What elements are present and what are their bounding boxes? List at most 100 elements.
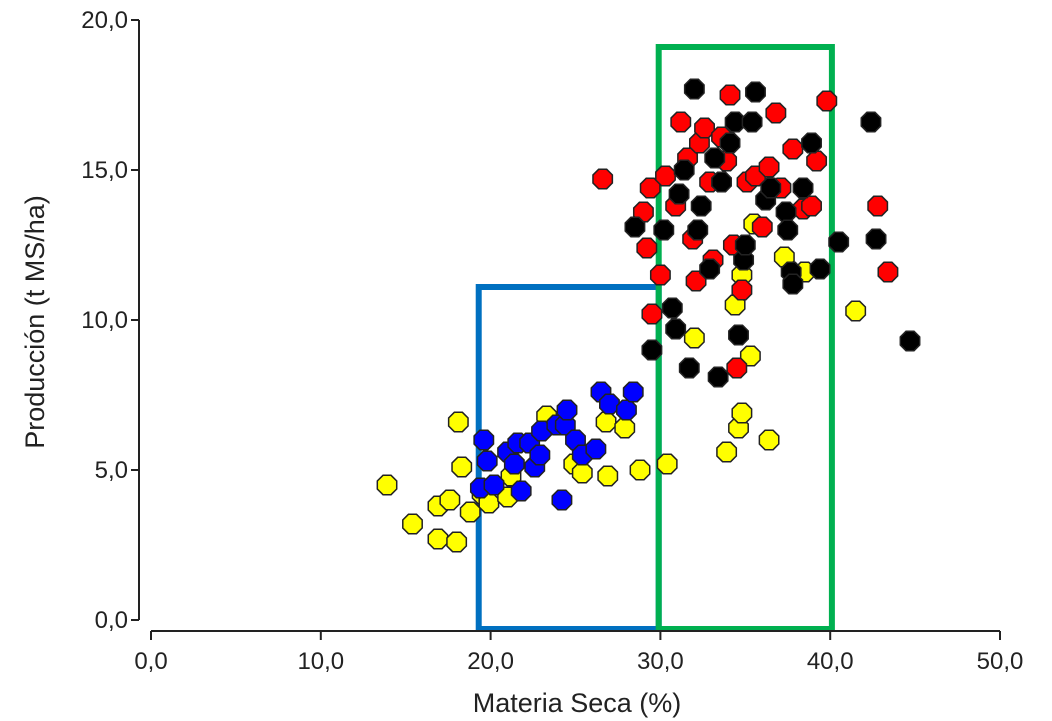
data-point [865, 228, 887, 250]
data-point [678, 357, 700, 379]
x-tick-label: 50,0 [977, 648, 1024, 675]
data-point [614, 417, 636, 439]
data-point [724, 111, 746, 133]
data-point [670, 111, 692, 133]
data-point [704, 147, 726, 169]
data-point [447, 411, 469, 433]
data-point [877, 261, 899, 283]
data-point [446, 531, 468, 553]
data-point [641, 339, 663, 361]
data-point [473, 429, 495, 451]
data-point [745, 81, 766, 103]
data-point [636, 237, 658, 259]
data-point [503, 453, 525, 475]
data-point [741, 111, 763, 133]
data-point [585, 438, 607, 460]
data-point [816, 90, 838, 112]
data-point [624, 216, 646, 238]
data-point [653, 219, 675, 241]
data-point [571, 462, 593, 484]
data-point [597, 465, 619, 487]
axes: 0,0 5,0 10,0 15,0 20,0 0,0 10,0 20,0 30,0 40,0 50,… [81, 7, 1023, 675]
data-point [726, 357, 748, 379]
data-point [690, 195, 712, 217]
x-tick-label: 20,0 [467, 648, 514, 675]
y-tick-label: 20,0 [81, 7, 128, 34]
highlight-box-2 [655, 44, 835, 632]
y-tick-label: 10,0 [81, 307, 128, 334]
data-point [734, 234, 756, 256]
data-point [592, 168, 614, 190]
data-point [665, 318, 687, 340]
data-point [439, 489, 461, 511]
data-point [551, 489, 573, 511]
data-point [402, 513, 423, 535]
data-point [599, 393, 620, 415]
data-point [792, 177, 814, 199]
y-tick-label: 15,0 [81, 157, 128, 184]
data-point [687, 219, 709, 241]
data-point [860, 111, 882, 133]
data-point [459, 501, 481, 523]
data-point [656, 453, 678, 475]
data-point [451, 456, 473, 478]
data-point [899, 330, 921, 352]
data-point [719, 132, 741, 154]
data-point [828, 231, 850, 253]
data-point [655, 165, 676, 187]
data-point [529, 444, 551, 466]
data-point [809, 258, 831, 280]
data-point [867, 195, 889, 217]
data-point [707, 366, 729, 388]
data-point [668, 183, 690, 205]
data-point [782, 138, 804, 160]
y-axis-title: Producción (t MS/ha) [20, 195, 50, 449]
data-point [622, 381, 644, 403]
x-tick-label: 40,0 [807, 648, 854, 675]
data-point [806, 150, 828, 172]
data-point [699, 258, 721, 280]
data-point [758, 156, 780, 178]
data-point [673, 159, 695, 181]
data-point [731, 279, 753, 301]
data-point [775, 201, 797, 223]
data-point [641, 303, 663, 325]
data-point [760, 177, 782, 199]
data-point [629, 459, 651, 481]
data-point [731, 402, 753, 424]
data-point [758, 429, 780, 451]
data-point [765, 102, 787, 124]
x-tick-label: 0,0 [134, 648, 167, 675]
highlight-boxes [475, 44, 835, 632]
data-point [694, 117, 715, 139]
y-tick-label: 5,0 [95, 457, 128, 484]
data-point [510, 480, 532, 502]
data-point [777, 219, 799, 241]
data-point [683, 78, 705, 100]
x-tick-label: 10,0 [297, 648, 344, 675]
data-point [711, 171, 732, 193]
data-point [556, 399, 578, 421]
y-tick-label: 0,0 [95, 607, 128, 634]
data-points [376, 78, 921, 553]
data-point [739, 345, 761, 367]
x-axis-title: Materia Seca (%) [473, 688, 682, 718]
data-point [376, 474, 398, 496]
data-point [615, 399, 637, 421]
data-point [476, 450, 498, 472]
data-point [801, 132, 822, 154]
data-point [728, 324, 749, 346]
x-tick-label: 30,0 [637, 648, 684, 675]
data-point [483, 474, 505, 496]
data-point [649, 264, 671, 286]
data-point [595, 411, 617, 433]
data-point [751, 216, 773, 238]
data-point [782, 273, 804, 295]
data-point [661, 297, 683, 319]
data-point [683, 327, 705, 349]
data-point [845, 300, 867, 322]
data-point [716, 441, 738, 463]
data-point [801, 195, 822, 217]
data-point [427, 528, 449, 550]
